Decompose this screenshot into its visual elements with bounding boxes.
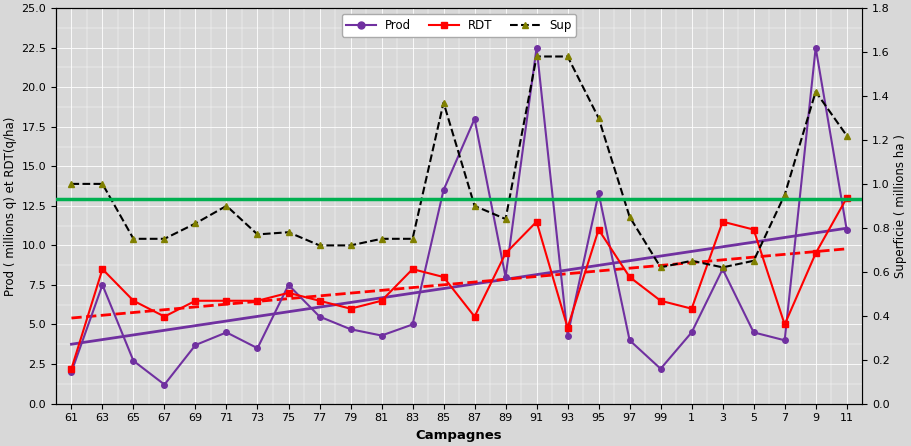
RDT xyxy=(252,298,263,303)
Sup xyxy=(438,100,449,105)
Sup xyxy=(500,216,511,222)
Sup xyxy=(128,236,138,241)
Prod xyxy=(283,282,294,288)
Line: Sup: Sup xyxy=(68,53,850,271)
Prod xyxy=(438,187,449,193)
Prod xyxy=(190,343,201,348)
RDT xyxy=(624,274,635,280)
Prod xyxy=(469,116,480,122)
RDT xyxy=(841,195,852,201)
Prod xyxy=(97,282,107,288)
Prod xyxy=(562,333,573,338)
Prod xyxy=(407,322,418,327)
Sup xyxy=(841,133,852,138)
Sup xyxy=(407,236,418,241)
Y-axis label: Prod ( millions q) et RDT(q/ha): Prod ( millions q) et RDT(q/ha) xyxy=(5,116,17,296)
Prod xyxy=(779,338,790,343)
Prod xyxy=(655,366,666,372)
Y-axis label: Superficie ( millions ha ): Superficie ( millions ha ) xyxy=(894,134,906,278)
Sup xyxy=(376,236,387,241)
Sup xyxy=(655,264,666,270)
Prod xyxy=(717,266,728,272)
Prod xyxy=(252,346,263,351)
RDT xyxy=(314,298,325,303)
Sup xyxy=(717,264,728,270)
RDT xyxy=(469,314,480,319)
Prod xyxy=(128,358,138,363)
RDT xyxy=(283,290,294,296)
Sup xyxy=(748,258,759,264)
RDT xyxy=(593,227,604,232)
Prod xyxy=(841,227,852,232)
RDT xyxy=(190,298,201,303)
RDT xyxy=(97,266,107,272)
RDT xyxy=(376,298,387,303)
RDT xyxy=(500,251,511,256)
RDT xyxy=(128,298,138,303)
X-axis label: Campagnes: Campagnes xyxy=(415,429,502,442)
Sup xyxy=(810,89,821,94)
Legend: Prod, RDT, Sup: Prod, RDT, Sup xyxy=(342,14,577,37)
Prod xyxy=(500,274,511,280)
Sup xyxy=(469,203,480,209)
Prod xyxy=(345,326,356,332)
Prod xyxy=(810,45,821,50)
Sup xyxy=(314,243,325,248)
RDT xyxy=(686,306,697,311)
Sup xyxy=(531,54,542,59)
Sup xyxy=(66,181,77,186)
RDT xyxy=(531,219,542,224)
Line: Prod: Prod xyxy=(68,45,849,388)
RDT xyxy=(221,298,232,303)
RDT xyxy=(345,306,356,311)
RDT xyxy=(66,366,77,372)
Sup xyxy=(779,192,790,198)
RDT xyxy=(655,298,666,303)
Sup xyxy=(221,203,232,209)
RDT xyxy=(748,227,759,232)
Prod xyxy=(748,330,759,335)
RDT xyxy=(779,322,790,327)
Sup xyxy=(686,258,697,264)
Sup xyxy=(345,243,356,248)
Sup xyxy=(624,214,635,219)
Prod xyxy=(376,333,387,338)
RDT xyxy=(810,251,821,256)
Prod xyxy=(221,330,232,335)
Sup xyxy=(97,181,107,186)
Prod xyxy=(531,45,542,50)
RDT xyxy=(407,266,418,272)
Sup xyxy=(283,230,294,235)
Prod xyxy=(593,190,604,196)
Prod xyxy=(686,330,697,335)
Line: RDT: RDT xyxy=(68,195,849,372)
Prod xyxy=(624,338,635,343)
RDT xyxy=(717,219,728,224)
Sup xyxy=(593,116,604,121)
RDT xyxy=(562,325,573,330)
Sup xyxy=(562,54,573,59)
Sup xyxy=(190,221,201,226)
Sup xyxy=(252,232,263,237)
Prod xyxy=(314,314,325,319)
Prod xyxy=(159,382,170,387)
RDT xyxy=(438,274,449,280)
Prod xyxy=(66,369,77,375)
RDT xyxy=(159,314,170,319)
Sup xyxy=(159,236,170,241)
